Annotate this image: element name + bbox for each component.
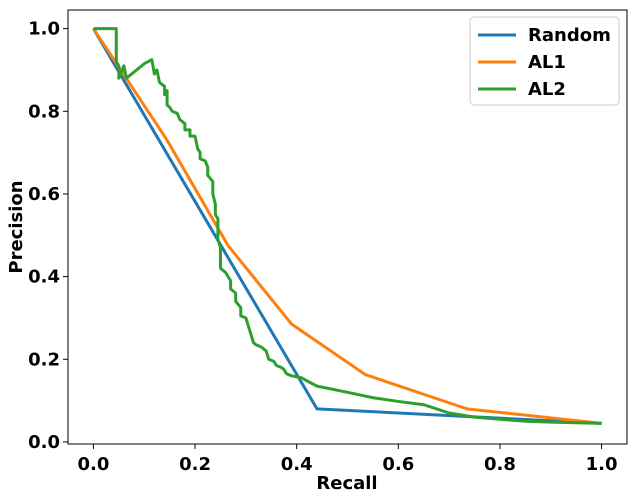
x-tick-label: 0.2 — [179, 454, 211, 475]
x-tick-label: 1.0 — [586, 454, 618, 475]
x-axis-label: Recall — [316, 473, 377, 494]
x-tick-label: 0.0 — [77, 454, 109, 475]
x-axis-ticks: 0.0 0.2 0.4 0.6 0.8 1.0 — [77, 444, 618, 475]
y-tick-label: 0.0 — [28, 432, 60, 453]
y-tick-label: 0.4 — [28, 267, 60, 288]
plot-frame — [67, 9, 628, 445]
y-axis-ticks: 0.0 0.2 0.4 0.6 0.8 1.0 — [28, 19, 68, 453]
x-tick-label: 0.4 — [281, 454, 313, 475]
x-tick-label: 0.6 — [382, 454, 414, 475]
series-layer — [92, 27, 602, 425]
y-tick-label: 0.6 — [28, 184, 60, 205]
legend: Random AL1 AL2 — [469, 16, 620, 106]
legend-label-al1: AL1 — [528, 52, 566, 73]
legend-label-al2: AL2 — [528, 79, 566, 100]
y-tick-label: 1.0 — [28, 19, 60, 40]
legend-box — [469, 16, 620, 106]
series-line-al1 — [92, 27, 602, 425]
y-tick-label: 0.2 — [28, 349, 60, 370]
y-axis-label: Precision — [6, 180, 27, 273]
series-line-al2 — [93, 27, 602, 425]
x-tick-label: 0.8 — [484, 454, 516, 475]
legend-label-random: Random — [528, 25, 611, 46]
y-tick-label: 0.8 — [28, 101, 60, 122]
